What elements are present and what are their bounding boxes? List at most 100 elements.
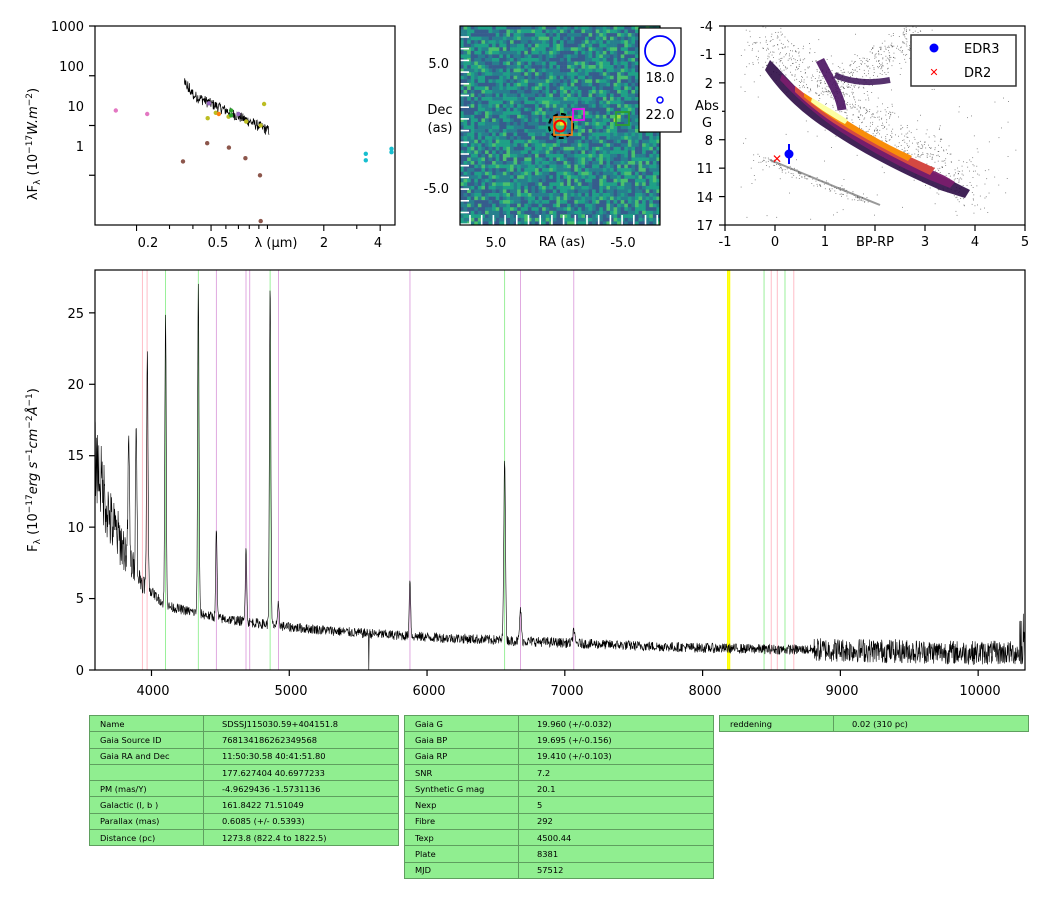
image-pixel bbox=[474, 65, 479, 69]
image-pixel bbox=[592, 93, 597, 98]
image-pixel bbox=[635, 139, 639, 144]
image-pixel bbox=[492, 114, 497, 119]
image-pixel bbox=[606, 143, 611, 148]
image-pixel bbox=[645, 200, 650, 204]
image-pixel bbox=[602, 93, 607, 98]
image-pixel bbox=[635, 36, 639, 41]
image-pixel bbox=[470, 210, 475, 215]
hrd-star bbox=[843, 95, 845, 97]
image-pixel bbox=[545, 118, 550, 123]
image-pixel bbox=[520, 100, 525, 105]
table-row: Gaia RA and Dec 11:50:30.58 40:41:51.80 bbox=[89, 747, 399, 765]
hrd-star bbox=[882, 103, 883, 105]
image-pixel bbox=[527, 43, 532, 48]
image-pixel bbox=[517, 157, 522, 162]
image-pixel bbox=[485, 82, 489, 87]
hrd-star bbox=[798, 66, 800, 67]
image-pixel bbox=[631, 100, 636, 105]
image-pixel bbox=[560, 214, 564, 219]
hrd-star bbox=[779, 60, 781, 62]
image-pixel bbox=[588, 178, 593, 183]
table-value-cell: 4500.44 bbox=[518, 829, 714, 847]
image-pixel bbox=[617, 33, 622, 37]
hrd-star bbox=[881, 125, 883, 126]
image-pixel bbox=[495, 214, 500, 219]
image-pixel bbox=[527, 168, 532, 172]
image-pixel bbox=[567, 153, 572, 158]
hrd-star bbox=[935, 170, 937, 172]
image-pixel bbox=[574, 75, 579, 80]
spec-ytick-label: 25 bbox=[67, 307, 84, 322]
image-pixel bbox=[502, 86, 507, 91]
image-pixel bbox=[585, 33, 589, 37]
image-pixel bbox=[492, 185, 497, 190]
image-pixel bbox=[542, 121, 547, 126]
hrd-star bbox=[747, 41, 749, 43]
image-pixel bbox=[495, 153, 500, 158]
image-pixel bbox=[567, 221, 572, 226]
hrd-star bbox=[924, 141, 926, 143]
image-pixel bbox=[652, 171, 657, 176]
image-pixel bbox=[577, 168, 582, 172]
image-pixel bbox=[620, 125, 625, 130]
hrd-star bbox=[745, 138, 747, 140]
hrd-star bbox=[937, 151, 939, 152]
image-pixel bbox=[460, 50, 464, 55]
image-pixel bbox=[545, 221, 550, 226]
hrd-star bbox=[892, 33, 894, 34]
image-pixel bbox=[502, 139, 507, 144]
hrd-ytick-label: 8 bbox=[705, 134, 713, 149]
image-pixel bbox=[638, 175, 643, 180]
image-pixel bbox=[556, 72, 561, 77]
image-pixel bbox=[470, 114, 475, 119]
hrd-star bbox=[834, 190, 836, 192]
image-legend: 18.0 22.0 bbox=[638, 27, 682, 133]
hrd-star bbox=[802, 59, 804, 61]
image-pixel bbox=[631, 161, 636, 165]
image-pixel bbox=[524, 221, 529, 226]
image-pixel bbox=[549, 164, 554, 169]
image-pixel bbox=[506, 111, 511, 116]
image-pixel bbox=[488, 121, 493, 126]
sed-ytick-label: 100 bbox=[59, 60, 84, 75]
image-pixel bbox=[463, 214, 468, 219]
image-pixel bbox=[502, 65, 507, 69]
hrd-star bbox=[877, 116, 879, 118]
image-pixel bbox=[588, 168, 593, 172]
image-pixel bbox=[585, 143, 589, 148]
image-pixel bbox=[542, 189, 547, 194]
image-pixel bbox=[470, 150, 475, 155]
image-pixel bbox=[595, 200, 600, 204]
image-pixel bbox=[567, 185, 572, 190]
image-pixel bbox=[627, 36, 632, 41]
image-pixel bbox=[581, 207, 586, 212]
hrd-star bbox=[888, 34, 890, 35]
image-pixel bbox=[488, 114, 493, 119]
image-pixel bbox=[467, 125, 472, 130]
image-pixel bbox=[563, 100, 568, 105]
image-pixel bbox=[513, 132, 518, 137]
hrd-star bbox=[885, 138, 887, 140]
table-value-cell: 0.02 (310 pc) bbox=[833, 714, 1029, 733]
image-pixel bbox=[567, 118, 572, 123]
hrd-star bbox=[844, 88, 845, 89]
image-pixel bbox=[613, 214, 618, 219]
image-pixel bbox=[585, 178, 589, 183]
hrd-star bbox=[877, 125, 879, 127]
image-pixel bbox=[474, 189, 479, 194]
image-pixel bbox=[610, 86, 614, 91]
image-pixel bbox=[492, 89, 497, 94]
image-pixel bbox=[474, 72, 479, 77]
image-pixel bbox=[510, 75, 514, 80]
image-pixel bbox=[474, 104, 479, 109]
hrd-star bbox=[888, 124, 890, 126]
image-pixel bbox=[581, 57, 586, 62]
image-pixel bbox=[617, 139, 622, 144]
image-pixel bbox=[635, 153, 639, 158]
image-pixel bbox=[502, 132, 507, 137]
image-pixel bbox=[467, 57, 472, 62]
sed-photometry-point bbox=[389, 146, 394, 151]
hrd-star bbox=[846, 189, 848, 191]
image-pixel bbox=[542, 168, 547, 172]
hrd-star bbox=[852, 114, 854, 116]
